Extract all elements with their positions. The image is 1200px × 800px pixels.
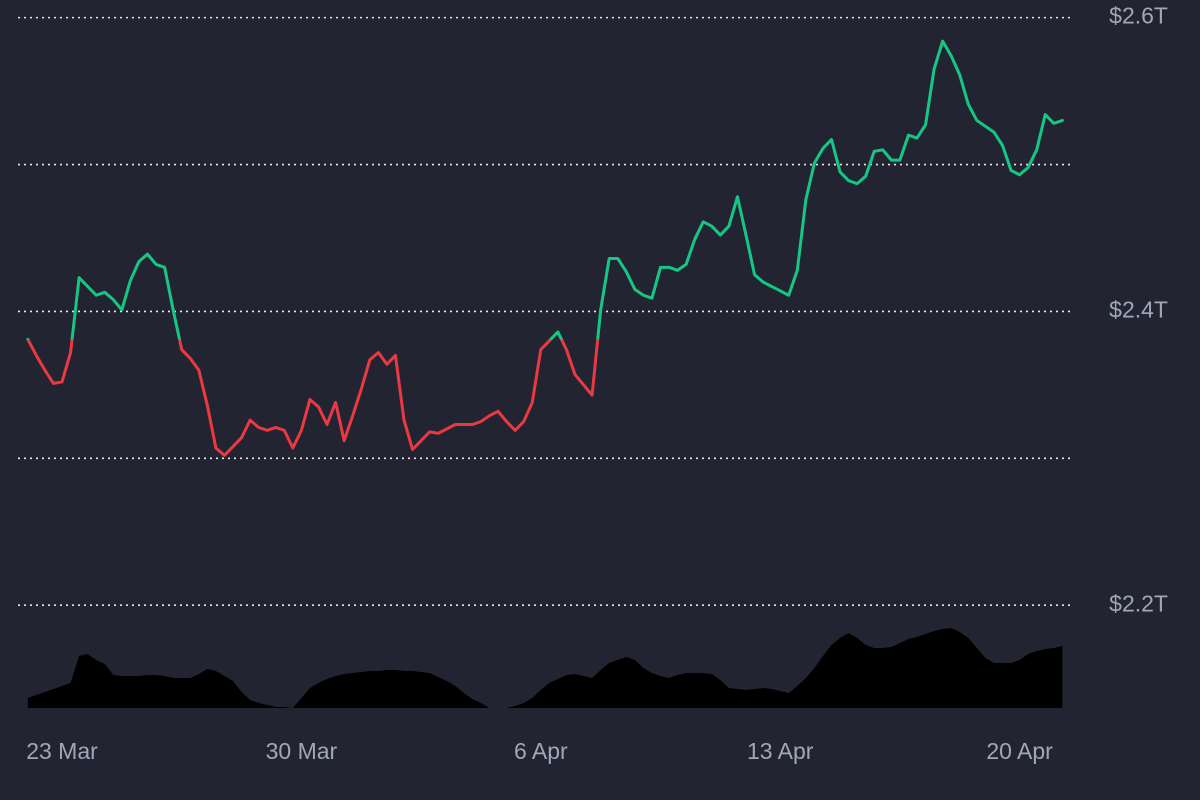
y-tick-label: $2.4T	[1109, 296, 1168, 322]
x-tick-label: 30 Mar	[266, 738, 338, 764]
volume-area	[27, 628, 1063, 708]
x-tick-label: 23 Mar	[26, 738, 98, 764]
x-tick-label: 6 Apr	[514, 738, 568, 764]
x-tick-label: 13 Apr	[747, 738, 814, 764]
price-line	[26, 39, 1064, 457]
x-tick-label: 20 Apr	[986, 738, 1053, 764]
y-tick-label: $2.2T	[1109, 590, 1168, 616]
y-tick-label: $2.6T	[1109, 3, 1168, 29]
